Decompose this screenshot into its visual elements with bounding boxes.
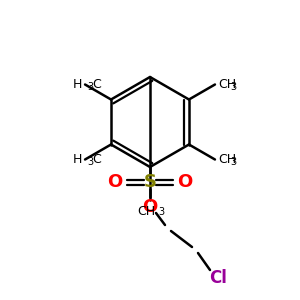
Text: CH: CH <box>218 153 236 166</box>
Text: CH: CH <box>137 205 155 218</box>
Text: H: H <box>73 78 82 91</box>
Text: 3: 3 <box>230 82 236 92</box>
Text: C: C <box>92 78 101 91</box>
Text: Cl: Cl <box>209 269 227 287</box>
Text: C: C <box>92 153 101 166</box>
Text: O: O <box>177 173 193 191</box>
Text: H: H <box>73 153 82 166</box>
Text: CH: CH <box>218 78 236 91</box>
Text: S: S <box>143 173 157 191</box>
Text: 3: 3 <box>158 207 164 217</box>
Text: 3: 3 <box>230 157 236 167</box>
Text: 3: 3 <box>88 82 94 92</box>
Text: 3: 3 <box>88 157 94 167</box>
Text: O: O <box>142 198 158 216</box>
Text: O: O <box>107 173 123 191</box>
